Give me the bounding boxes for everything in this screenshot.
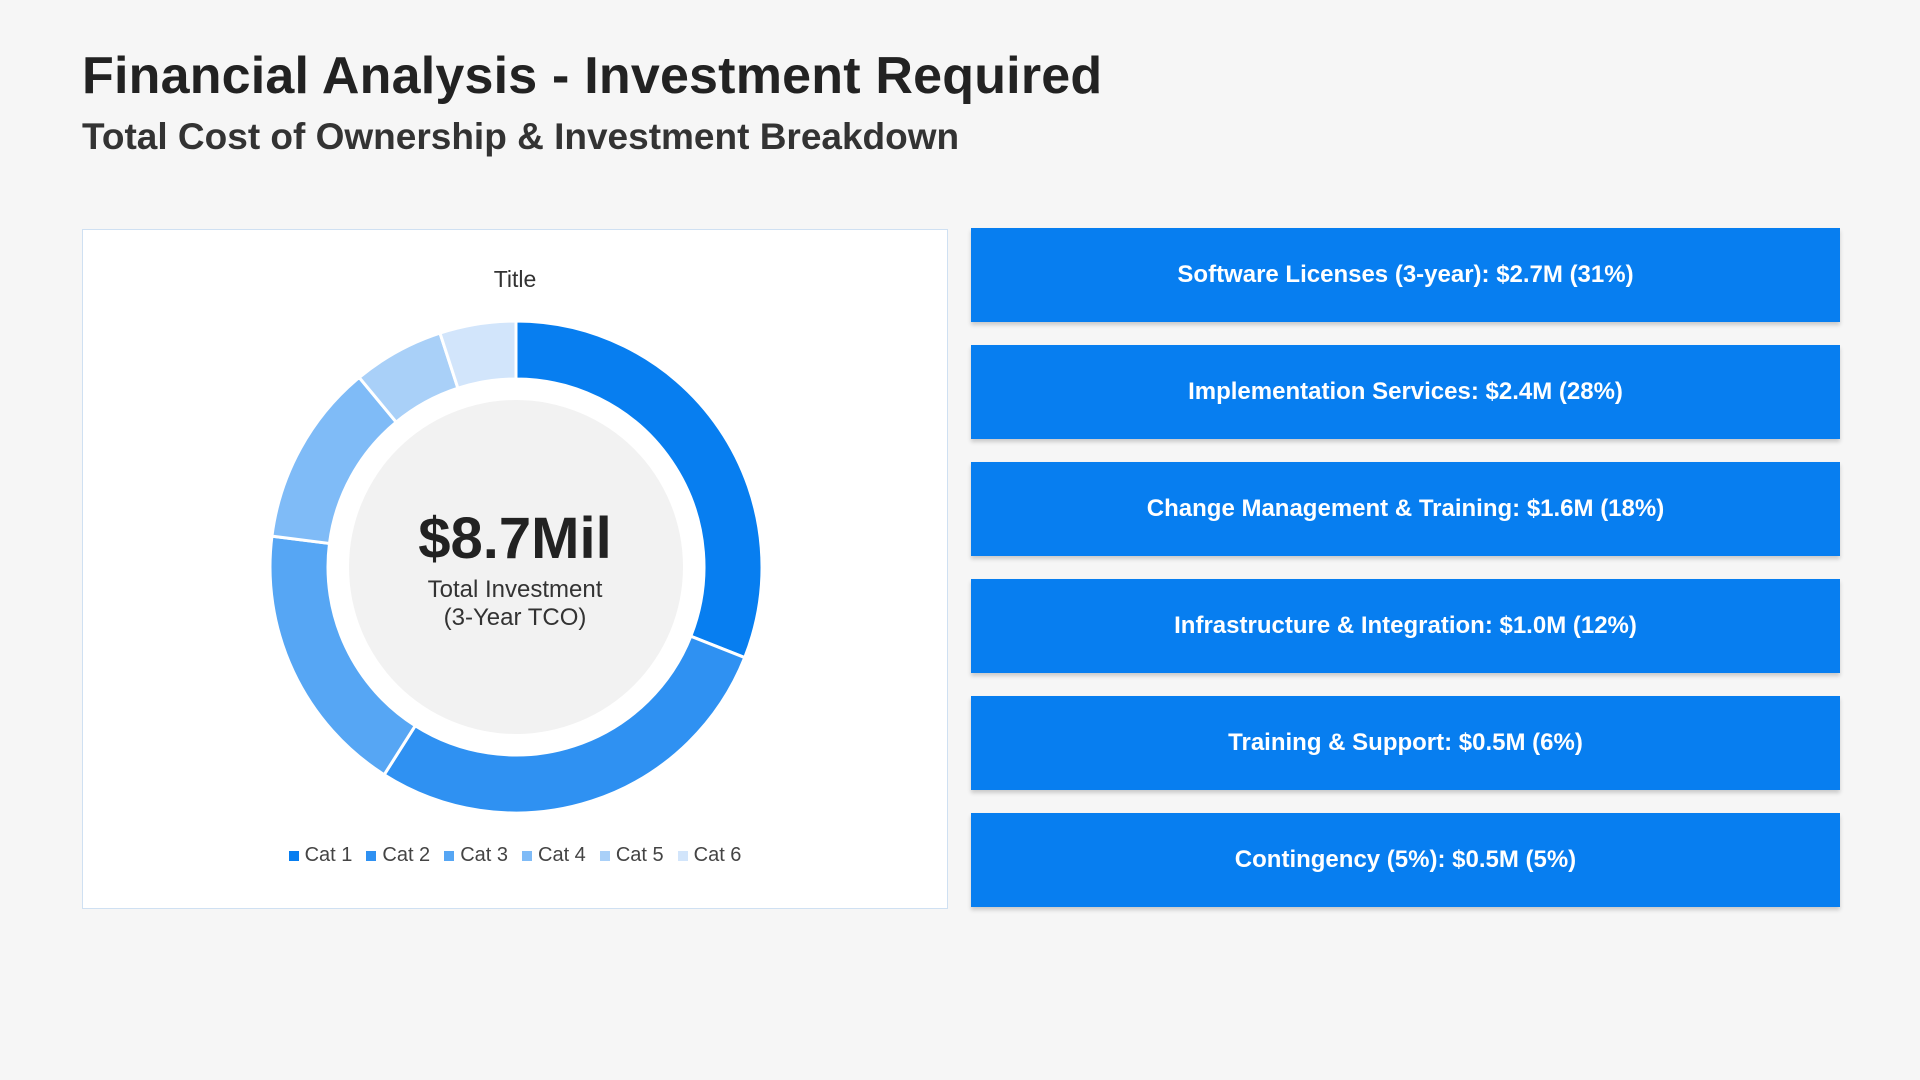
legend-label: Cat 6: [693, 844, 742, 866]
legend-swatch: [444, 850, 455, 861]
legend-swatch: [599, 850, 610, 861]
donut-slice-cat-2: [382, 634, 747, 815]
legend-item-cat-6: Cat 6: [677, 844, 742, 867]
chart-legend: Cat 1 Cat 2 Cat 3 Cat 4 Cat 5 Cat 6: [82, 844, 948, 867]
legend-label: Cat 1: [304, 844, 353, 866]
chart-title: Title: [493, 266, 537, 292]
breakdown-item-implementation-services: Implementation Services: $2.4M (28%): [971, 345, 1840, 439]
legend-item-cat-3: Cat 3: [444, 844, 508, 867]
legend-label: Cat 3: [460, 844, 508, 866]
breakdown-list: Software Licenses (3-year): $2.7M (31%) …: [971, 228, 1840, 930]
legend-label: Cat 5: [615, 844, 664, 866]
page-title: Financial Analysis - Investment Required: [82, 47, 1103, 105]
legend-item-cat-1: Cat 1: [288, 844, 353, 867]
legend-swatch: [677, 850, 688, 861]
legend-label: Cat 2: [382, 844, 431, 866]
donut-center-label: Total Investment (3-Year TCO): [82, 576, 948, 632]
legend-swatch: [288, 850, 299, 861]
legend-item-cat-4: Cat 4: [522, 844, 586, 867]
donut-slice-cat-6: [438, 319, 518, 391]
donut-center-label-line1: Total Investment: [427, 576, 603, 603]
legend-swatch: [366, 850, 377, 861]
legend-swatch: [522, 850, 532, 861]
donut-center-disc: [349, 400, 683, 734]
donut-center-label-line2: (3-Year TCO): [443, 604, 587, 631]
legend-item-cat-5: Cat 5: [599, 844, 664, 867]
breakdown-item-infrastructure: Infrastructure & Integration: $1.0M (12%…: [971, 579, 1840, 673]
breakdown-item-training-support: Training & Support: $0.5M (6%): [971, 696, 1840, 790]
legend-label: Cat 4: [538, 844, 586, 866]
donut-center-value: $8.7Mil: [418, 506, 612, 571]
legend-item-cat-2: Cat 2: [366, 844, 430, 867]
breakdown-item-contingency: Contingency (5%): $0.5M (5%): [971, 813, 1840, 907]
breakdown-item-change-management: Change Management & Training: $1.6M (18%…: [971, 462, 1840, 556]
page-subtitle: Total Cost of Ownership & Investment Bre…: [82, 116, 960, 157]
breakdown-item-software-licenses: Software Licenses (3-year): $2.7M (31%): [971, 228, 1840, 322]
